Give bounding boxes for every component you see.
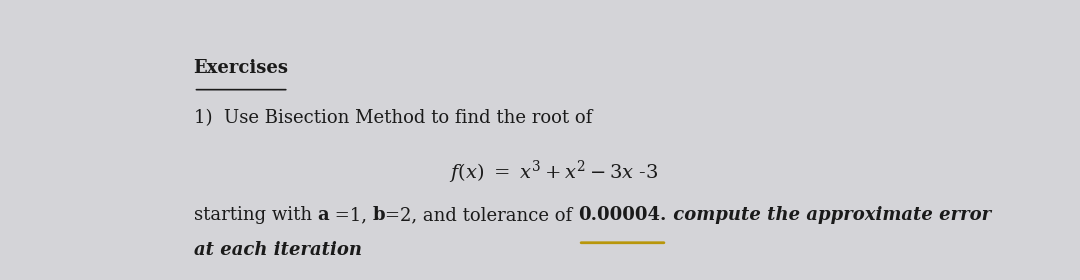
- Text: $f(x)\ =\ x^3 + x^2 - 3x\ \text{-}3$: $f(x)\ =\ x^3 + x^2 - 3x\ \text{-}3$: [449, 159, 658, 186]
- Text: compute the approximate error: compute the approximate error: [666, 206, 990, 224]
- Text: =2, and tolerance of: =2, and tolerance of: [386, 206, 579, 224]
- Text: b: b: [373, 206, 386, 224]
- Text: a: a: [318, 206, 329, 224]
- Text: starting with: starting with: [193, 206, 318, 224]
- Text: =1,: =1,: [329, 206, 373, 224]
- Text: Exercises: Exercises: [193, 59, 288, 78]
- Text: at each iteration: at each iteration: [193, 241, 362, 258]
- Text: 1)  Use Bisection Method to find the root of: 1) Use Bisection Method to find the root…: [193, 109, 592, 127]
- Text: 0.00004.: 0.00004.: [579, 206, 666, 224]
